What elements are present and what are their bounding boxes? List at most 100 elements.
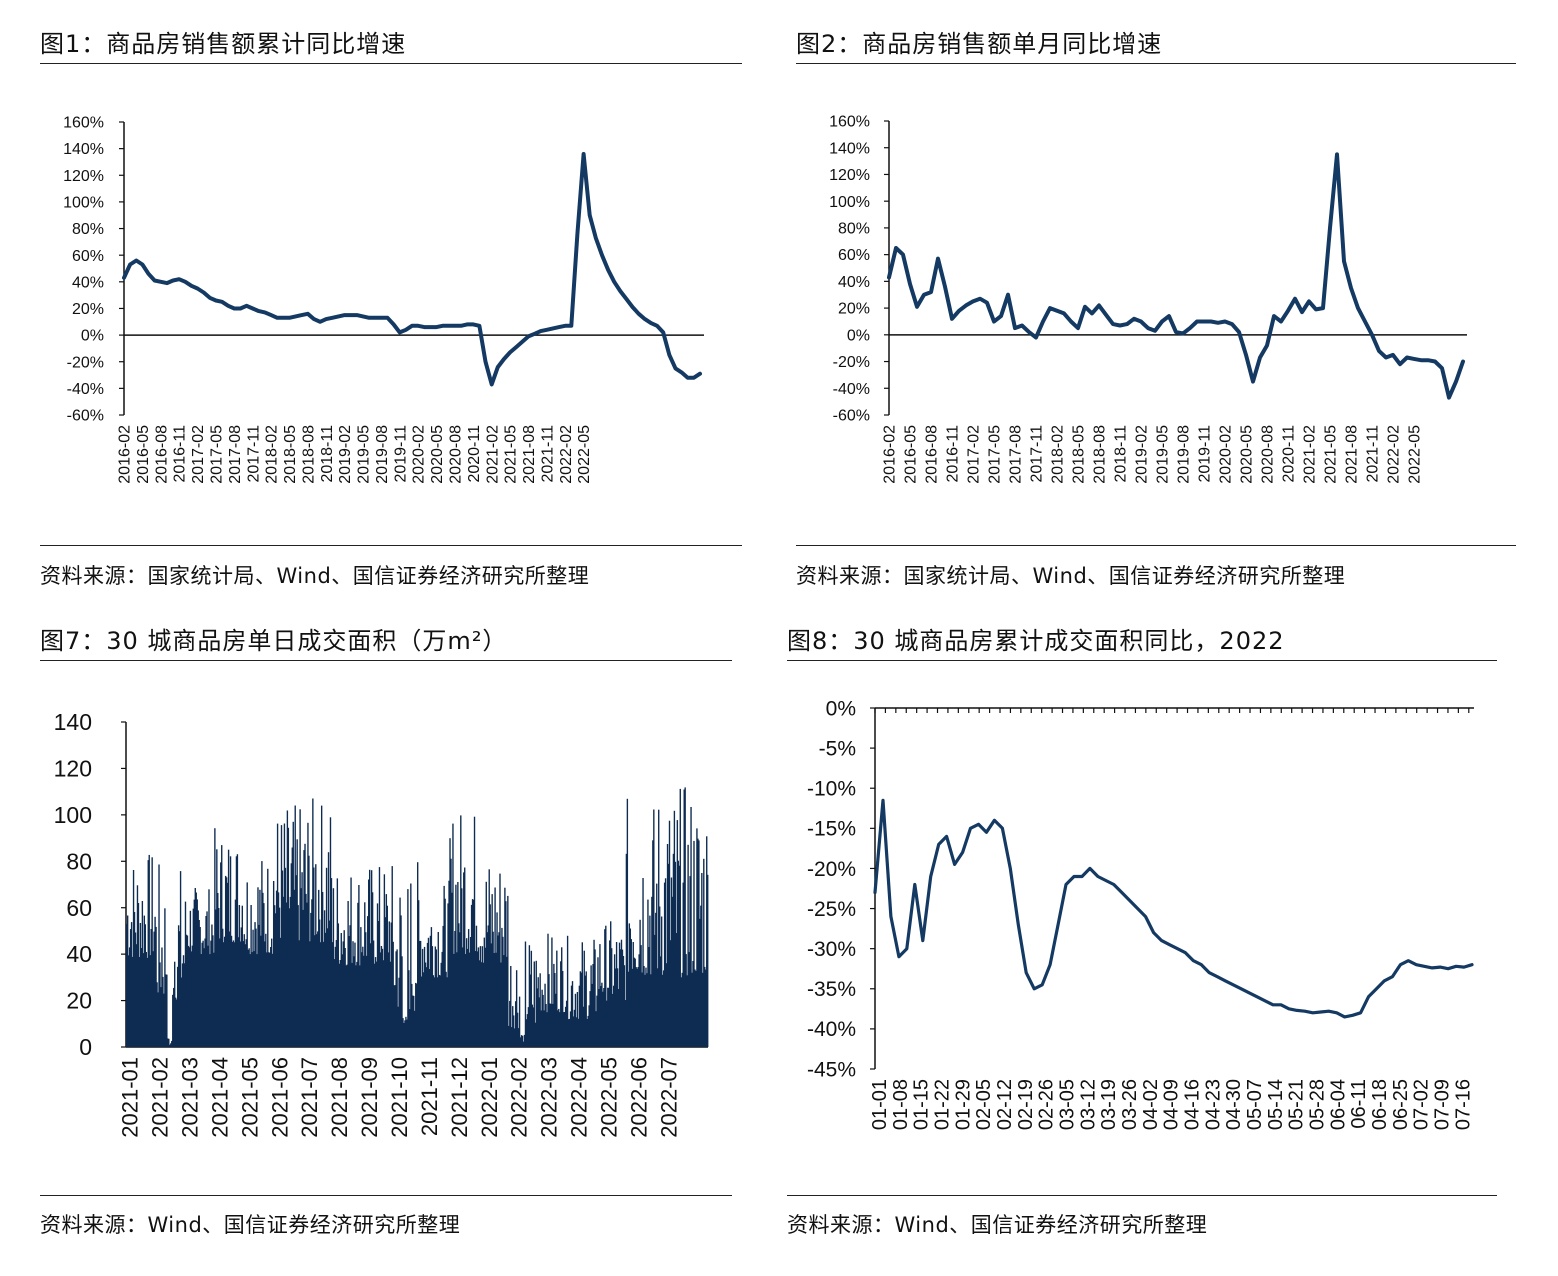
chart3-bar [200, 954, 202, 1047]
chart3-bar [157, 992, 159, 1047]
chart3-y-tick-label: 80 [66, 848, 92, 874]
chart3-bar [507, 895, 509, 1047]
chart1-x-tick-label: 2021-08 [521, 425, 538, 484]
chart3-bar [555, 993, 557, 1047]
chart3-bar [315, 864, 317, 1047]
chart3-bar [281, 870, 284, 1047]
chart3-bar [136, 885, 139, 1047]
chart3-bar [452, 823, 454, 1047]
chart4-x-tick-label: 03-12 [1077, 1079, 1099, 1130]
chart3-bar [324, 932, 327, 1047]
chart1-y-tick-label: 60% [72, 248, 104, 265]
chart3-bar [516, 1012, 519, 1047]
chart1-x-tick-label: 2019-08 [374, 425, 391, 484]
chart3-bar [524, 941, 527, 1047]
chart3-bar [678, 865, 680, 1047]
chart3-bar [422, 972, 425, 1047]
chart3-bar [259, 889, 261, 1047]
chart3-bar [300, 888, 302, 1047]
chart3-bar [282, 896, 285, 1047]
chart3-bar [666, 844, 669, 1047]
chart3-bar [194, 888, 196, 1047]
chart3-bar [458, 923, 460, 1047]
chart3-bar [268, 952, 270, 1047]
chart3-bar [532, 1007, 534, 1047]
chart3-bar [616, 968, 619, 1047]
chart3-bar [439, 975, 441, 1047]
chart3-bar [511, 1027, 513, 1047]
chart4-y-tick-label: -10% [807, 778, 856, 801]
chart3-bar [432, 975, 435, 1047]
chart3-bar [533, 961, 535, 1047]
chart3-bar [543, 1010, 545, 1047]
chart3-bar [429, 935, 432, 1047]
chart3-bar [605, 925, 607, 1047]
chart3-bar [208, 889, 210, 1047]
chart3-bar [414, 1010, 416, 1047]
chart3-bar [366, 955, 368, 1047]
chart3-bar [476, 951, 479, 1047]
chart3-x-tick-label: 2022-01 [477, 1057, 502, 1138]
chart3-bar [246, 882, 248, 1047]
chart3-bar [656, 883, 658, 1047]
chart3-bar [611, 993, 614, 1047]
chart3-bar [680, 977, 682, 1047]
chart1-x-tick-label: 2018-08 [300, 425, 317, 484]
chart3-bar [701, 873, 703, 1047]
chart3-bar [475, 925, 478, 1047]
chart3-bar [492, 931, 494, 1047]
chart3-bar [629, 928, 631, 1047]
chart3-bar [529, 974, 532, 1047]
chart3-bar [538, 997, 540, 1047]
chart3-bar [415, 982, 417, 1047]
chart3-bar [595, 1011, 597, 1047]
chart3-bar [204, 938, 206, 1047]
chart3-bar [346, 964, 348, 1047]
chart3-bar [681, 972, 683, 1047]
chart3-bar [536, 988, 538, 1047]
chart3-bar [441, 951, 443, 1047]
chart3-bar [584, 975, 586, 1047]
chart3-bar [586, 1019, 588, 1047]
chart4-x-tick-label: 03-26 [1119, 1079, 1141, 1130]
chart3-bar [273, 905, 276, 1047]
chart3-bar [410, 883, 412, 1047]
chart3-bar [611, 948, 613, 1047]
chart4-x-tick-label: 07-02 [1411, 1079, 1433, 1130]
chart3-bar [464, 867, 466, 1047]
chart3-bar [398, 977, 400, 1047]
chart3-bar [520, 1035, 523, 1047]
chart3-bar [420, 976, 423, 1047]
chart3-bar [244, 944, 246, 1047]
chart3-bar [556, 950, 558, 1047]
chart3-bar [471, 899, 474, 1047]
chart3-bar [459, 932, 461, 1047]
chart1-y-tick-label: 80% [72, 221, 104, 238]
chart3-bar [662, 970, 665, 1047]
chart2-x-tick-label: 2020-02 [1218, 425, 1235, 484]
chart3-bar [147, 860, 149, 1047]
chart3-bar [587, 1015, 589, 1047]
chart3-bar [427, 937, 430, 1047]
chart3-bar [394, 985, 396, 1047]
chart3-bar [645, 967, 647, 1047]
chart3-bar [323, 910, 326, 1047]
chart3-bar [195, 892, 197, 1047]
chart3-bar [308, 855, 310, 1047]
chart3-bar [670, 877, 673, 1047]
chart3-bar [544, 983, 546, 1047]
chart3-x-tick-label: 2021-11 [417, 1057, 442, 1136]
chart3-bar [598, 989, 600, 1047]
chart3-bar [501, 927, 503, 1047]
chart1-y-tick-label: 120% [63, 168, 104, 185]
chart3-bar [354, 942, 356, 1047]
chart3-bar [350, 877, 352, 1047]
chart3-bar [238, 905, 241, 1047]
chart4-title: 图8：30 城商品房累计成交面积同比，2022 [787, 627, 1285, 655]
chart3-bar [401, 956, 403, 1047]
chart3-bar [128, 947, 131, 1047]
chart3-bar [348, 936, 350, 1047]
chart4-series-line [873, 798, 1474, 1019]
chart3-bar [232, 940, 235, 1047]
chart3-bar [307, 822, 309, 1047]
